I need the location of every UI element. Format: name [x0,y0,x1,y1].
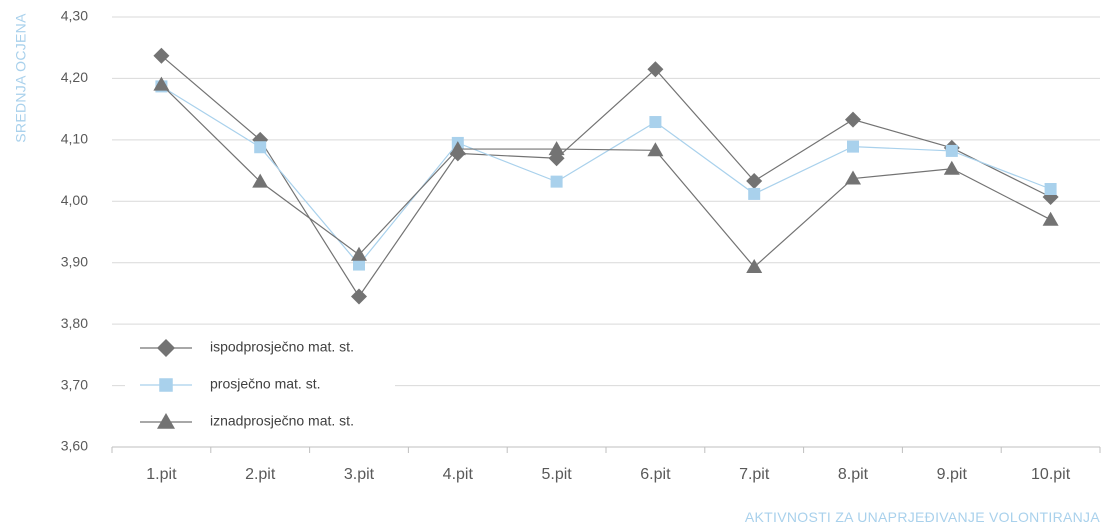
triangle-marker [157,413,175,429]
x-axis-label: AKTIVNOSTI ZA UNAPRJEĐIVANJE VOLONTIRANJ… [745,509,1100,525]
data-point [647,142,664,157]
series-line [160,84,1051,268]
data-point [945,144,958,157]
legend: ispodprosječno mat. st. prosječno mat. st… [125,330,395,440]
data-point [351,246,367,261]
series-layer [153,47,1059,305]
diamond-marker [157,339,175,357]
x-tick-label: 7.pit [739,466,770,483]
data-point [647,61,664,78]
x-tick-label: 8.pit [838,466,869,483]
x-tick-label: 2.pit [245,466,276,483]
y-tick-label: 3,60 [61,438,88,454]
x-tick-label: 9.pit [937,466,968,483]
data-point [353,258,365,271]
y-tick-label: 4,10 [61,131,88,147]
x-tick-label: 6.pit [640,466,671,483]
data-point [550,175,563,188]
data-point [351,288,367,305]
y-tick-label: 3,80 [61,315,88,331]
y-axis-label: SREDNJA OCJENA [13,13,29,143]
data-point [1044,183,1057,195]
x-tick-label: 3.pit [344,466,375,483]
data-point [847,140,859,153]
data-point [254,141,267,154]
legend-label: ispodprosječno mat. st. [210,339,354,355]
series-1 [153,47,1059,305]
data-point [548,141,565,156]
series-3 [153,76,1059,274]
data-point [153,76,170,91]
x-tick-label: 1.pit [146,466,177,483]
x-tick-label: 4.pit [443,466,474,483]
y-axis-ticks: 4,30 4,20 4,10 4,00 3,90 3,80 3,70 3,60 [61,8,88,454]
data-point [1042,211,1059,226]
y-tick-label: 3,90 [61,253,88,269]
legend-item: prosječno mat. st. [140,376,321,392]
series-line [161,55,1051,298]
data-point [449,141,466,156]
legend-label: prosječno mat. st. [210,376,321,392]
y-tick-label: 4,30 [61,8,88,24]
data-point [748,187,761,200]
x-tick-label: 10.pit [1031,466,1071,483]
data-point [845,111,861,128]
data-point [252,173,269,188]
series-2 [155,80,1057,271]
data-point [943,160,960,175]
y-tick-label: 4,20 [61,69,88,85]
data-point [845,170,861,185]
series-line [161,85,1051,266]
data-point [746,173,763,190]
y-tick-label: 3,70 [61,376,88,392]
legend-item: ispodprosječno mat. st. [140,339,354,357]
legend-item: iznadprosječno mat. st. [140,413,354,429]
x-axis-ticks: 1.pit 2.pit 3.pit 4.pit 5.pit 6.pit 7.pit 8.pit… [111,446,1101,483]
y-tick-label: 4,00 [61,192,88,208]
legend-label: iznadprosječno mat. st. [210,413,354,429]
square-marker [159,378,173,392]
data-point [746,259,763,274]
x-tick-label: 5.pit [541,466,572,483]
data-point [153,47,170,64]
data-point [649,116,662,129]
